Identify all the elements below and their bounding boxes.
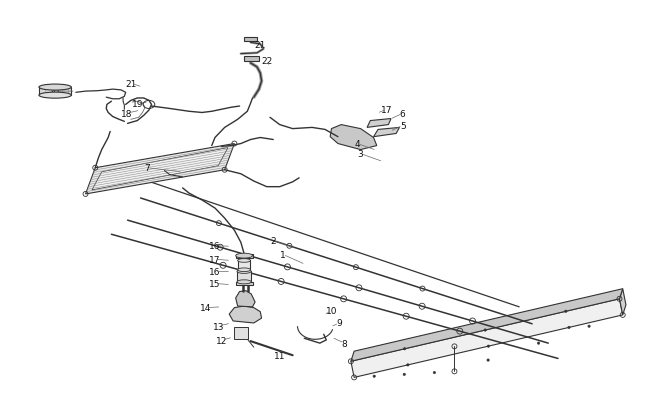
Text: 5: 5: [400, 122, 406, 130]
Circle shape: [538, 342, 540, 345]
Polygon shape: [351, 299, 623, 377]
Polygon shape: [86, 144, 235, 194]
Text: 4: 4: [354, 140, 360, 149]
Text: 15: 15: [209, 279, 221, 288]
Circle shape: [487, 359, 489, 361]
Polygon shape: [229, 306, 261, 323]
Ellipse shape: [236, 254, 252, 258]
Polygon shape: [619, 289, 626, 315]
Polygon shape: [330, 125, 377, 150]
Polygon shape: [374, 128, 400, 137]
Circle shape: [433, 371, 436, 374]
Text: 1: 1: [280, 250, 286, 259]
Text: 19: 19: [131, 100, 143, 109]
Circle shape: [373, 375, 376, 377]
Polygon shape: [367, 119, 391, 128]
Text: 21: 21: [255, 41, 266, 50]
Polygon shape: [244, 57, 259, 62]
Text: 16: 16: [209, 267, 221, 276]
Text: 11: 11: [274, 351, 285, 360]
Polygon shape: [236, 254, 252, 258]
Text: 22: 22: [261, 56, 272, 65]
Circle shape: [568, 326, 570, 329]
Circle shape: [404, 348, 406, 350]
Ellipse shape: [237, 270, 251, 274]
Polygon shape: [244, 38, 257, 42]
Text: 17: 17: [381, 105, 392, 115]
Text: 8: 8: [341, 339, 347, 348]
Text: 16: 16: [209, 241, 221, 250]
Circle shape: [488, 345, 489, 347]
Ellipse shape: [39, 85, 72, 91]
Polygon shape: [239, 261, 250, 270]
Polygon shape: [236, 291, 255, 307]
Text: 17: 17: [209, 255, 221, 264]
Text: 12: 12: [216, 336, 227, 345]
Ellipse shape: [238, 268, 250, 272]
FancyBboxPatch shape: [234, 327, 248, 339]
Text: 3: 3: [358, 150, 363, 159]
Text: 6: 6: [400, 109, 406, 119]
Text: 2: 2: [270, 236, 276, 245]
Ellipse shape: [238, 259, 250, 262]
Ellipse shape: [39, 93, 72, 99]
Polygon shape: [351, 289, 623, 361]
Polygon shape: [237, 272, 251, 282]
Text: 9: 9: [336, 319, 342, 328]
Text: 21: 21: [125, 79, 136, 88]
Text: 14: 14: [200, 303, 211, 312]
Text: 7: 7: [144, 164, 150, 173]
Circle shape: [403, 373, 406, 376]
Polygon shape: [39, 88, 72, 96]
Polygon shape: [92, 148, 228, 190]
Text: 10: 10: [326, 307, 337, 315]
Circle shape: [484, 329, 486, 331]
Circle shape: [565, 310, 567, 313]
Circle shape: [407, 364, 409, 366]
Text: 20: 20: [49, 87, 60, 96]
Text: 18: 18: [120, 109, 132, 119]
Circle shape: [588, 325, 590, 328]
Ellipse shape: [237, 280, 251, 284]
Text: 13: 13: [213, 322, 224, 331]
Polygon shape: [236, 282, 252, 285]
